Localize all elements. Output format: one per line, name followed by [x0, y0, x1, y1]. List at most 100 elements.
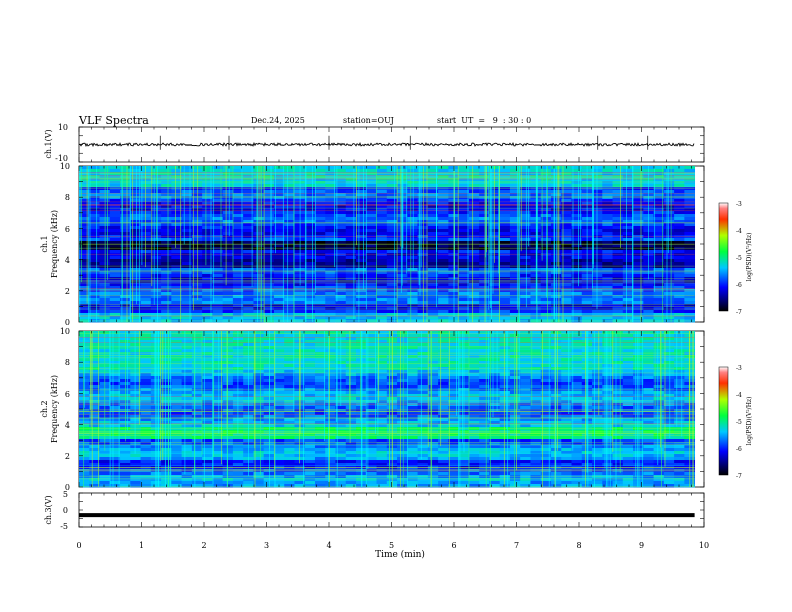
spectrogram-cell — [571, 166, 583, 170]
spectrogram-cell — [427, 295, 439, 299]
spectrogram-cell — [643, 316, 654, 320]
spectrogram-cell — [499, 286, 511, 290]
spectrogram-cell — [376, 244, 388, 248]
spectrogram-cell — [643, 391, 654, 395]
spectrogram-cell — [314, 313, 326, 317]
spectrogram-cell — [581, 295, 593, 299]
spectrogram-cell — [643, 397, 654, 401]
spectrogram-cell — [232, 295, 244, 299]
spectrogram-cell — [674, 313, 685, 317]
spectrogram-cell — [427, 232, 439, 236]
spectrogram-cell — [304, 397, 316, 401]
spectrogram-cell — [150, 229, 162, 233]
spectrogram-cell — [304, 304, 316, 308]
spectrogram-cell — [540, 274, 552, 278]
spectrogram-cell — [489, 349, 501, 353]
spectrogram-cell — [612, 334, 624, 338]
spectrogram-cell — [663, 307, 675, 311]
spectrogram-cell — [161, 376, 172, 380]
spectrogram-cell — [232, 226, 244, 230]
spectrogram-cell — [663, 349, 675, 353]
spectrogram-cell — [571, 340, 583, 344]
spectrogram-cell — [171, 337, 182, 341]
spectrogram-cell — [140, 298, 152, 302]
ch1-spectrogram-image — [79, 166, 696, 323]
spectrogram-cell — [530, 379, 542, 383]
spectrogram-cell — [366, 310, 377, 314]
spectrogram-cell — [222, 352, 234, 356]
spectrogram-cell — [376, 223, 388, 227]
spectrogram-cell — [530, 253, 542, 257]
spectrogram-cell — [273, 364, 285, 368]
spectrogram-cell — [663, 166, 675, 170]
spectrogram-cell — [263, 223, 275, 227]
spectrogram-cell — [509, 181, 521, 185]
spectrogram-cell — [397, 316, 408, 320]
spectrogram-cell — [376, 205, 388, 209]
spectrogram-cell — [479, 178, 490, 182]
spectrogram-cell — [202, 166, 213, 170]
spectrogram-cell — [366, 271, 377, 275]
spectrogram-cell — [181, 295, 193, 299]
spectrogram-cell — [438, 295, 449, 299]
spectrogram-cell — [571, 262, 583, 266]
spectrogram-cell — [79, 220, 90, 224]
spectrogram-cell — [335, 184, 347, 188]
spectrogram-cell — [109, 217, 121, 221]
spectrogram-cell — [674, 274, 685, 278]
spectrogram-cell — [561, 208, 572, 212]
spectrogram-cell — [386, 208, 398, 212]
spectrogram-cell — [509, 178, 521, 182]
spectrogram-cell — [222, 184, 234, 188]
spectrogram-cell — [417, 223, 429, 227]
spectrogram-cell — [417, 193, 429, 197]
spectrogram-cell — [386, 175, 398, 179]
spectrogram-cell — [612, 274, 624, 278]
spectrogram-cell — [612, 166, 624, 170]
spectrogram-cell — [427, 235, 439, 239]
spectrogram-cell — [520, 379, 531, 383]
spectrogram-cell — [499, 175, 511, 179]
spectrogram-cell — [314, 205, 326, 209]
spectrogram-cell — [643, 283, 654, 287]
spectrogram-cell — [140, 262, 152, 266]
spectrogram-cell — [202, 397, 213, 401]
spectrogram-cell — [663, 247, 675, 251]
spectrogram-cell — [407, 205, 418, 209]
spectrogram-cell — [191, 262, 203, 266]
spectrogram-cell — [592, 361, 603, 365]
spectrogram-cell — [407, 316, 418, 320]
spectrogram-cell — [335, 178, 347, 182]
spectrogram-cell — [253, 346, 265, 350]
spectrogram-cell — [109, 391, 121, 395]
spectrogram-cell — [612, 262, 624, 266]
spectrogram-cell — [417, 370, 429, 374]
spectrogram-cell — [263, 385, 275, 389]
spectrogram-cell — [325, 208, 336, 212]
spectrogram-cell — [181, 208, 193, 212]
spectrogram-cell — [520, 286, 531, 290]
spectrogram-cell — [191, 166, 203, 170]
spectrogram-cell — [376, 169, 388, 173]
spectrogram-cell — [468, 235, 480, 239]
spectrogram-cell — [376, 271, 388, 275]
spectrogram-cell — [89, 295, 100, 299]
spectrogram-cell — [109, 166, 121, 170]
spectrogram-cell — [191, 364, 203, 368]
spectrogram-cell — [294, 358, 306, 362]
spectrogram-cell — [263, 307, 275, 311]
spectrogram-cell — [284, 268, 295, 272]
spectrogram-cell — [345, 340, 357, 344]
spectrogram-cell — [345, 373, 357, 377]
spectrogram-cell — [561, 241, 572, 245]
spectrogram-cell — [304, 364, 316, 368]
spectrogram-cell — [520, 247, 531, 251]
spectrogram-cell — [325, 178, 336, 182]
spectrogram-cell — [520, 397, 531, 401]
spectrogram-cell — [376, 385, 388, 389]
spectrogram-cell — [212, 265, 224, 269]
spectrogram-cell — [468, 391, 480, 395]
spectrogram-cell — [663, 235, 675, 239]
spectrogram-cell — [191, 292, 203, 296]
spectrogram-cell — [335, 175, 347, 179]
